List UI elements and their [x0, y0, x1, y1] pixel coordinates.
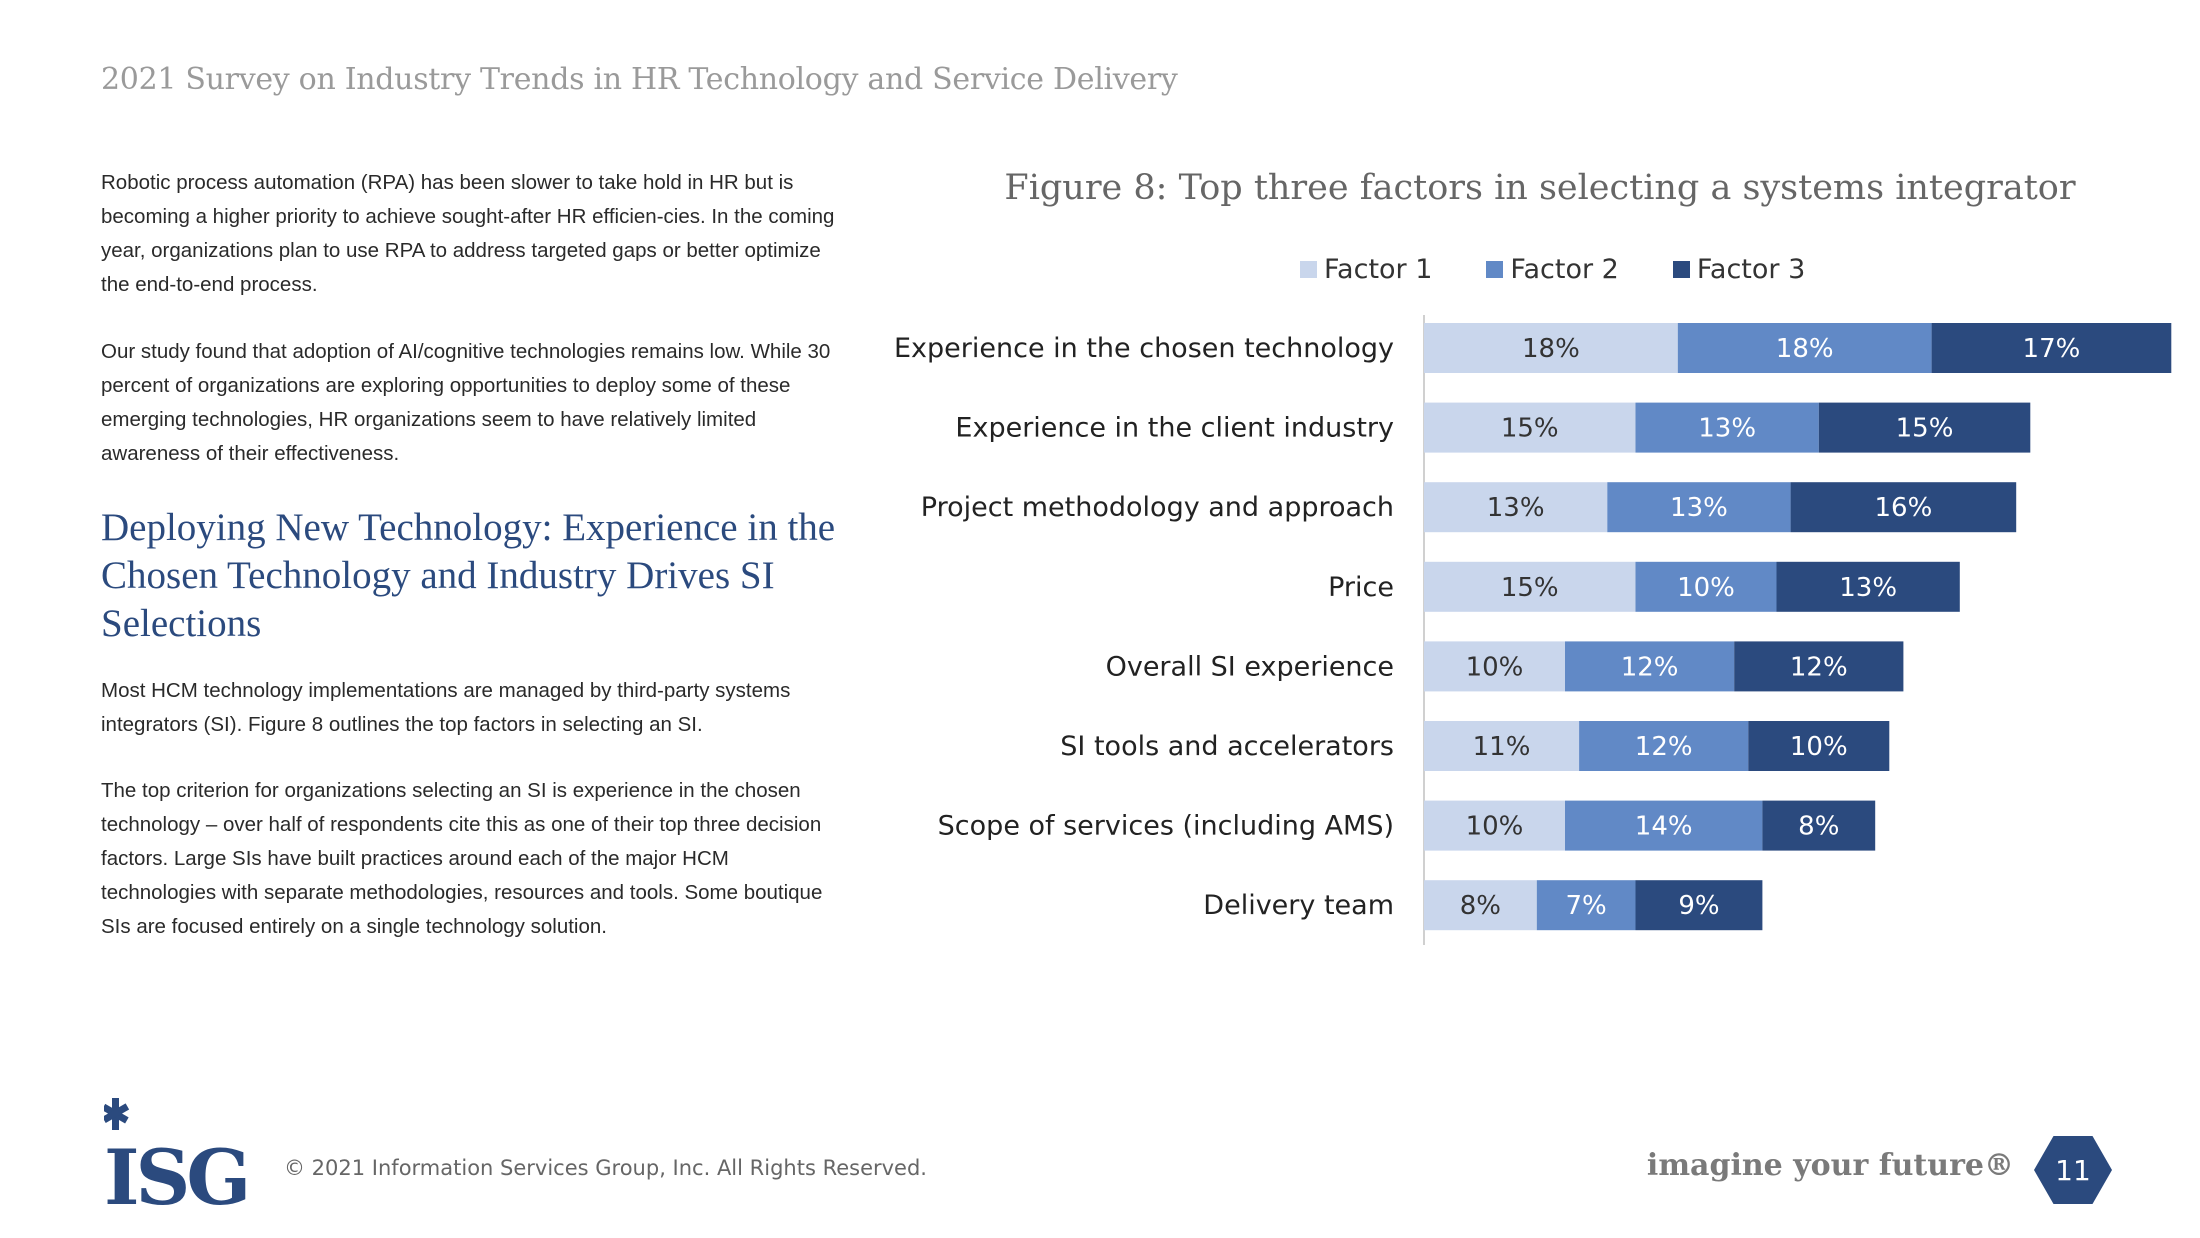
isg-logo: ISG: [104, 1098, 251, 1210]
bar-segment: [1424, 482, 1608, 533]
bar-segment: [1424, 323, 1678, 373]
category-label: Experience in the client industry: [955, 413, 1394, 444]
left-text-column: Robotic process automation (RPA) has bee…: [101, 166, 841, 944]
data-label: 14%: [1635, 812, 1693, 842]
copyright: © 2021 Information Services Group, Inc. …: [284, 1156, 927, 1180]
data-label: 11%: [1473, 732, 1531, 762]
tagline: imagine your future®: [1646, 1148, 2014, 1183]
category-label: Delivery team: [1203, 890, 1394, 921]
bar-segment: [1635, 880, 1763, 931]
data-label: 8%: [1460, 891, 1501, 921]
category-label: Price: [1328, 572, 1394, 603]
legend-label: Factor 3: [1696, 254, 1806, 285]
bar-segment: [1424, 800, 1565, 851]
bar-segment: [1762, 800, 1876, 851]
data-label: 10%: [1790, 732, 1848, 762]
data-label: 12%: [1621, 652, 1679, 682]
legend-swatch: [1486, 261, 1504, 278]
data-label: 12%: [1635, 732, 1693, 762]
data-label: 13%: [1698, 414, 1756, 444]
chart-legend: Factor 1 Factor 2 Factor 3: [1300, 254, 1859, 285]
data-label: 12%: [1790, 652, 1848, 682]
bar-segment: [1818, 402, 2031, 453]
bar-segment: [1424, 561, 1636, 612]
category-label: Scope of services (including AMS): [938, 811, 1394, 842]
bar-segment: [1635, 402, 1819, 453]
category-label: Project methodology and approach: [921, 492, 1394, 523]
paragraph-si: Most HCM technology implementations are …: [101, 679, 791, 736]
bar-segment: [1579, 721, 1749, 771]
category-label: SI tools and accelerators: [1060, 731, 1394, 762]
bar-segment: [1748, 721, 1890, 771]
bar-segment: [1635, 561, 1777, 612]
page-number: 11: [2034, 1136, 2112, 1204]
paragraph-rpa: Robotic process automation (RPA) has bee…: [101, 171, 835, 296]
bar-segment: [1536, 880, 1636, 931]
bar-segment: [1424, 402, 1636, 453]
chart-title: Figure 8: Top three factors in selecting…: [1004, 168, 2076, 208]
data-label: 15%: [1896, 414, 1954, 444]
data-label: 7%: [1566, 891, 1607, 921]
data-label: 8%: [1798, 812, 1839, 842]
section-heading: Deploying New Technology: Experience in …: [101, 506, 836, 645]
bar-segment: [1677, 323, 1932, 373]
data-label: 18%: [1522, 334, 1580, 364]
legend-swatch: [1300, 261, 1317, 278]
data-label: 13%: [1670, 493, 1728, 523]
bar-segment: [1424, 641, 1565, 692]
legend-swatch: [1672, 261, 1690, 278]
data-label: 15%: [1501, 414, 1559, 444]
data-label: 13%: [1839, 573, 1897, 603]
legend-item-factor-3: Factor 3: [1672, 254, 1806, 285]
legend-label: Factor 1: [1324, 254, 1433, 285]
bar-segment: [1565, 800, 1763, 851]
legend-item-factor-2: Factor 2: [1486, 254, 1619, 285]
bar-segment: [1607, 482, 1791, 533]
data-label: 10%: [1466, 652, 1524, 682]
data-label: 18%: [1776, 334, 1834, 364]
bar-segment: [1424, 880, 1537, 931]
data-label: 16%: [1875, 493, 1933, 523]
svg-text:ISG: ISG: [104, 1133, 247, 1210]
bar-segment: [1565, 641, 1735, 692]
bar-segment: [1931, 323, 2172, 373]
bar-segment: [1734, 641, 1904, 692]
data-label: 10%: [1677, 573, 1735, 603]
category-label: Experience in the chosen technology: [894, 333, 1394, 364]
running-header: 2021 Survey on Industry Trends in HR Tec…: [101, 62, 1178, 97]
bar-segment: [1790, 482, 2017, 533]
data-label: 15%: [1501, 573, 1559, 603]
data-label: 10%: [1466, 812, 1524, 842]
category-label: Overall SI experience: [1106, 651, 1394, 682]
legend-label: Factor 2: [1510, 254, 1619, 285]
paragraph-ai: Our study found that adoption of AI/cogn…: [101, 340, 831, 465]
paragraph-criterion: The top criterion for organizations sele…: [101, 779, 823, 938]
bar-segment: [1424, 721, 1580, 771]
legend-item-factor-1: Factor 1: [1300, 254, 1432, 285]
bar-segment: [1776, 561, 1960, 612]
data-label: 13%: [1487, 493, 1545, 523]
data-label: 17%: [2023, 334, 2081, 364]
data-label: 9%: [1678, 891, 1719, 921]
